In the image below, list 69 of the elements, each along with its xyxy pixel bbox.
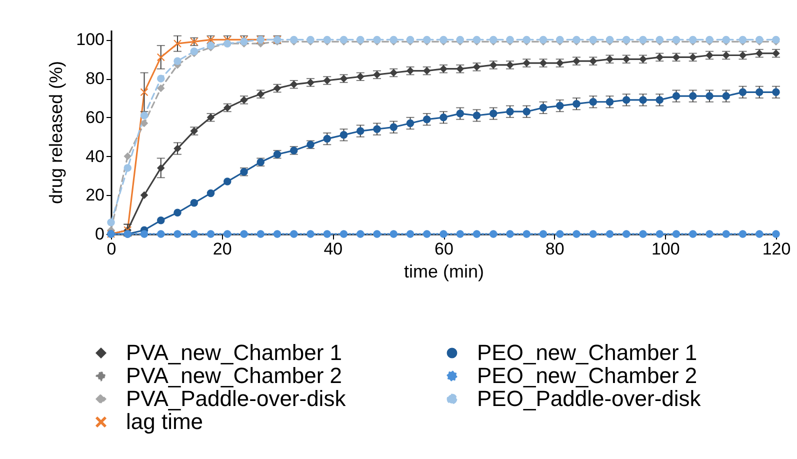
point	[323, 134, 331, 143]
point	[140, 119, 148, 128]
point	[157, 84, 165, 92]
point	[157, 216, 165, 224]
point	[157, 74, 165, 82]
point	[522, 108, 530, 116]
point	[456, 110, 464, 118]
x-tick-label: 20	[212, 240, 232, 258]
legend-label: PVA_new_Chamber 1	[126, 340, 342, 365]
point	[423, 116, 431, 124]
point	[124, 152, 132, 160]
point	[140, 88, 148, 96]
x-tick-label: 60	[434, 240, 454, 258]
point	[689, 92, 697, 100]
point	[572, 100, 580, 108]
point	[206, 189, 215, 198]
y-tick-label: 60	[86, 108, 104, 127]
point	[174, 144, 182, 152]
point	[738, 88, 747, 96]
point	[406, 119, 414, 128]
point	[124, 164, 132, 172]
y-tick-label: 0	[95, 224, 104, 244]
point	[556, 102, 564, 110]
point	[656, 96, 664, 104]
point	[589, 98, 597, 106]
point	[706, 92, 714, 100]
legend-label: PEO_Paddle-over-disk	[477, 386, 702, 411]
point	[174, 208, 182, 216]
point	[622, 96, 630, 104]
point	[722, 92, 730, 100]
y-tick-label: 80	[86, 69, 104, 88]
x-axis-title: time (min)	[404, 262, 484, 282]
x-tick-label: 40	[324, 240, 343, 258]
point	[772, 88, 780, 96]
legend-label: PVA_new_Chamber 2	[126, 363, 342, 388]
y-tick-label: 100	[76, 30, 104, 50]
point	[190, 199, 198, 207]
legend-label: PEO_new_Chamber 2	[477, 363, 698, 388]
point	[539, 104, 548, 112]
point	[472, 112, 481, 120]
legend-label: PEO_new_Chamber 1	[477, 340, 698, 365]
point	[639, 96, 647, 104]
point	[440, 114, 448, 122]
point	[490, 110, 498, 118]
point	[157, 164, 165, 172]
point	[107, 218, 115, 226]
point	[174, 57, 182, 65]
x-tick-label: 120	[762, 240, 791, 258]
point	[373, 125, 381, 133]
y-tick-label: 20	[86, 186, 104, 205]
point	[140, 112, 148, 120]
y-axis-title: drug released (%)	[46, 60, 66, 204]
x-tick-label: 100	[651, 240, 680, 258]
point	[672, 92, 680, 100]
point	[224, 178, 232, 186]
legend-label: lag time	[126, 409, 204, 434]
point	[390, 123, 398, 132]
point	[157, 53, 165, 62]
x-tick-label: 80	[545, 240, 564, 258]
point	[140, 191, 148, 200]
point	[356, 127, 364, 135]
point	[756, 88, 764, 96]
legend-label: PVA_Paddle-over-disk	[126, 386, 347, 411]
point	[340, 131, 348, 139]
y-tick-label: 40	[86, 146, 104, 166]
point	[174, 40, 182, 48]
point	[606, 98, 614, 106]
point	[506, 108, 514, 116]
x-tick-label: 0	[106, 240, 116, 258]
